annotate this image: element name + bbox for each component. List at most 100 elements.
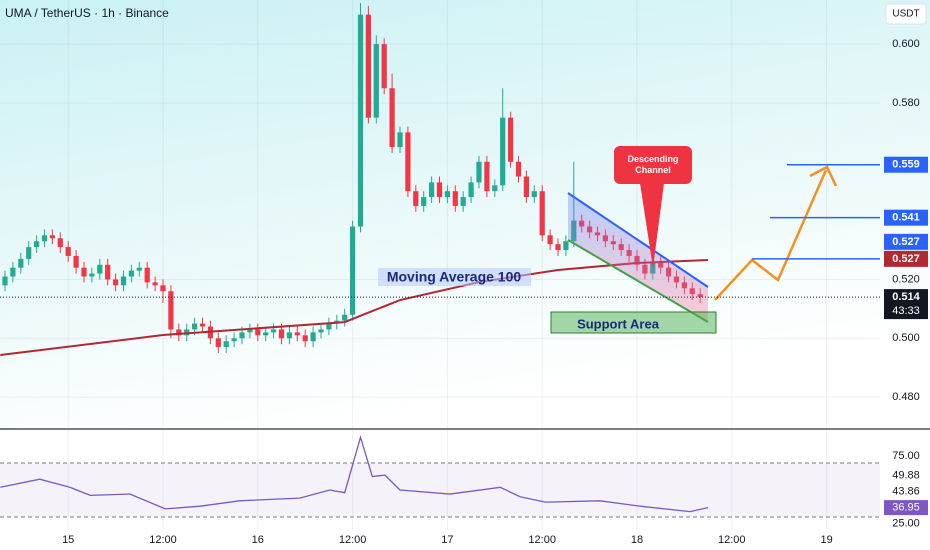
candle-body (89, 273, 95, 277)
x-tick-label: 17 (441, 534, 453, 546)
price-label: 0.541 (892, 212, 920, 224)
main-pane-bg (0, 0, 930, 428)
candle-body (65, 247, 71, 256)
current-price-label: 0.514 (892, 291, 920, 303)
candle-body (144, 267, 150, 283)
candle-body (73, 255, 79, 268)
candle-body (397, 132, 403, 148)
price-label-box (884, 209, 928, 226)
candle-body (57, 238, 63, 248)
candle-body (255, 329, 261, 336)
channel-upper (567, 192, 709, 288)
candle-body (120, 276, 127, 286)
candle-body (191, 323, 198, 330)
rsi-value-box (884, 484, 928, 500)
y-tick-label: 0.500 (892, 332, 920, 344)
y-tick-label: 0.480 (892, 391, 920, 403)
channel-fill (568, 193, 708, 322)
candle-body (365, 14, 372, 118)
candle-body (342, 314, 348, 321)
candle-body (152, 282, 158, 286)
candle-body (239, 332, 245, 339)
candle-body (263, 332, 269, 336)
candle-body (468, 182, 474, 198)
rsi-value-label: 43.86 (892, 486, 920, 498)
x-tick-label: 12:00 (528, 534, 556, 546)
candle-body (18, 258, 24, 268)
candle-body (270, 329, 277, 333)
candle-body (302, 335, 308, 342)
drawings: Moving Average 100 Support Area (378, 165, 838, 334)
candle-body (436, 182, 443, 198)
candle-body (500, 117, 506, 186)
rsi-value-label: 36.95 (892, 502, 920, 514)
rsi-band (0, 462, 880, 517)
candle-body (428, 182, 435, 198)
y-tick-label: 0.600 (892, 38, 920, 50)
candle-body (199, 323, 206, 327)
candle-body (112, 279, 119, 286)
candle-body (389, 88, 395, 148)
candle-body (294, 332, 300, 336)
chart-title: UMA / TetherUS · 1h · Binance (5, 6, 169, 20)
candle-body (460, 197, 466, 206)
price-label: 0.559 (892, 159, 920, 171)
candle-body (286, 332, 293, 339)
candle-body (26, 247, 32, 259)
candle-body (160, 285, 166, 292)
axes: 15 12:00 16 12:00 17 12:00 18 12:00 19 0.600 0.580… (0, 38, 928, 546)
ma-label-bg (378, 268, 531, 286)
candle-body (405, 132, 411, 192)
x-tick-label: 19 (820, 534, 832, 546)
candle-body (2, 276, 8, 286)
price-label: 0.527 (892, 253, 920, 265)
candle-body (381, 44, 387, 89)
candle-body (531, 191, 537, 198)
candle-body (492, 185, 498, 192)
candle-body (357, 14, 364, 227)
candle-body (278, 329, 285, 339)
currency: USDT (892, 9, 919, 20)
candle-body (136, 267, 142, 271)
rsi-value-label: 49.88 (892, 470, 920, 482)
price-label: 0.527 (892, 236, 920, 248)
candle-body (547, 235, 553, 245)
y-tick-label: 0.520 (892, 273, 920, 285)
callout-pointer (640, 183, 664, 268)
candle-body (452, 191, 458, 206)
candle-body (128, 270, 135, 277)
support-area (550, 311, 717, 334)
channel-callout: Descending Channel (614, 146, 692, 184)
candle-body (555, 244, 561, 251)
candle-body (176, 329, 182, 336)
candle-body (523, 176, 530, 198)
rsi-tick-label: 25.00 (892, 518, 920, 530)
candle-body (563, 241, 569, 251)
rsi-pane-bg (0, 430, 930, 550)
candle-body (349, 226, 356, 315)
candle-body (507, 117, 514, 162)
projection-arrow (714, 169, 828, 301)
candle-body (413, 191, 419, 206)
candle-body (515, 161, 522, 177)
candle-body (33, 241, 40, 248)
x-tick-label: 12:00 (149, 534, 177, 546)
candle-body (215, 338, 221, 348)
rsi-tick-label: 75.00 (892, 450, 920, 462)
price-label-box (884, 156, 928, 173)
x-tick-label: 16 (252, 534, 264, 546)
candle-body (223, 341, 229, 348)
y-tick-label: 0.580 (892, 97, 920, 109)
support-label: Support Area (577, 316, 660, 331)
candle-body (97, 264, 103, 274)
ma-label: Moving Average 100 (387, 269, 522, 285)
candle-body (10, 267, 16, 277)
price-label-box (884, 250, 928, 267)
candle-body (168, 291, 174, 330)
candle-body (105, 264, 111, 280)
candle-body (81, 267, 87, 277)
candle-body (247, 329, 253, 333)
candle-body (539, 191, 545, 236)
